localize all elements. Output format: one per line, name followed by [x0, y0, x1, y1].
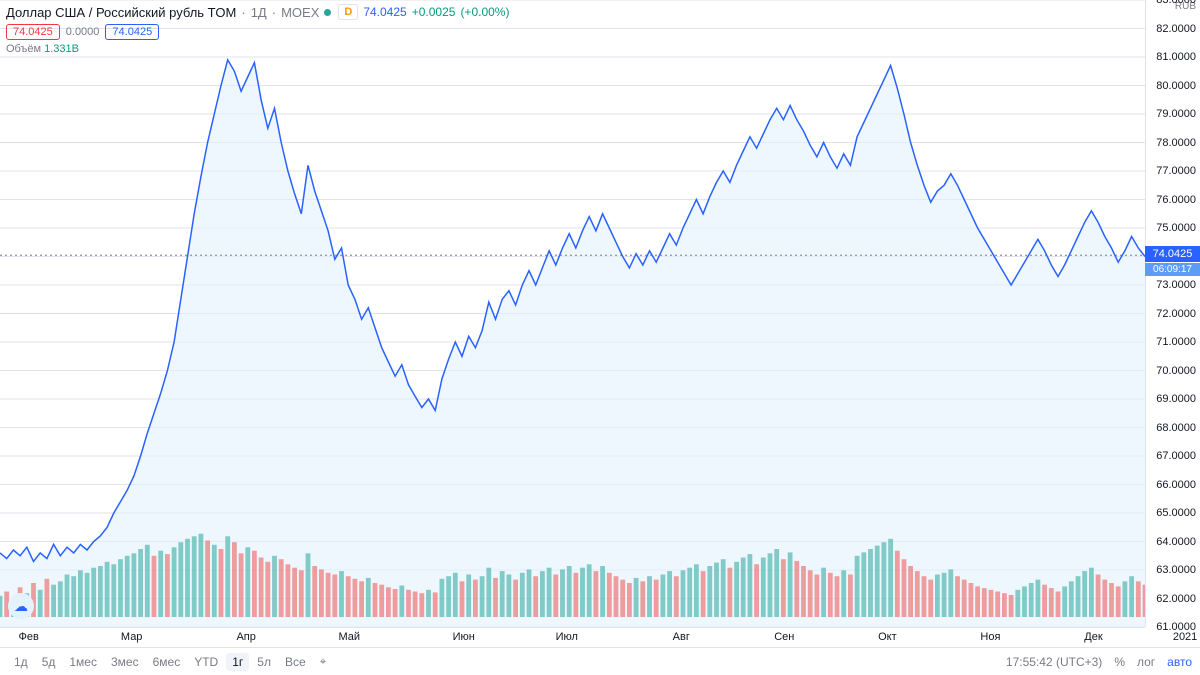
- x-tick-label: Фев: [18, 631, 38, 643]
- y-tick-label: 69.0000: [1156, 393, 1196, 405]
- countdown-badge: 06:09:17: [1145, 263, 1200, 276]
- x-tick-label: Авг: [673, 631, 690, 643]
- x-tick-label: Май: [338, 631, 360, 643]
- chart-header: Доллар США / Российский рубль TOM · 1Д ·…: [6, 4, 1145, 44]
- y-tick-label: 68.0000: [1156, 422, 1196, 434]
- x-axis[interactable]: ФевМарАпрМайИюнИюлАвгСенОктНояДек2021: [0, 627, 1145, 647]
- price-change: +0.0025: [412, 5, 456, 19]
- timeframe-btn-1г[interactable]: 1г: [226, 653, 249, 671]
- y-tick-label: 81.0000: [1156, 51, 1196, 63]
- y-tick-label: 76.0000: [1156, 194, 1196, 206]
- chart-canvas[interactable]: [0, 0, 1145, 627]
- x-tick-label: Ноя: [980, 631, 1000, 643]
- y-tick-label: 77.0000: [1156, 165, 1196, 177]
- goto-date-icon[interactable]: ⌖: [320, 654, 327, 669]
- y-tick-label: 62.0000: [1156, 593, 1196, 605]
- y-axis[interactable]: RUB 61.000062.000063.000064.000065.00006…: [1145, 0, 1200, 627]
- pct-toggle[interactable]: %: [1114, 655, 1125, 669]
- ask-box[interactable]: 74.0425: [105, 24, 159, 40]
- status-dot-icon: [324, 9, 331, 16]
- log-toggle[interactable]: лог: [1137, 655, 1155, 669]
- bid-box[interactable]: 74.0425: [6, 24, 60, 40]
- y-tick-label: 66.0000: [1156, 479, 1196, 491]
- auto-toggle[interactable]: авто: [1167, 655, 1192, 669]
- y-tick-label: 67.0000: [1156, 450, 1196, 462]
- y-tick-label: 63.0000: [1156, 564, 1196, 576]
- y-tick-label: 78.0000: [1156, 137, 1196, 149]
- footer-bar: 1д5д1мес3мес6месYTD1г5лВсе ⌖ 17:55:42 (UT…: [0, 647, 1200, 675]
- volume-label: Объём: [6, 43, 41, 55]
- interval-label: 1Д: [251, 5, 267, 20]
- clock-label: 17:55:42 (UTC+3): [1006, 655, 1102, 669]
- last-price: 74.0425: [363, 5, 406, 19]
- timeframe-btn-5д[interactable]: 5д: [36, 653, 62, 671]
- y-tick-label: 79.0000: [1156, 108, 1196, 120]
- timeframe-btn-5л[interactable]: 5л: [251, 653, 277, 671]
- y-tick-label: 82.0000: [1156, 23, 1196, 35]
- x-tick-label: Апр: [236, 631, 255, 643]
- price-change-pct: (+0.00%): [460, 5, 509, 19]
- timeframe-btn-1д[interactable]: 1д: [8, 653, 34, 671]
- x-tick-label: Июн: [453, 631, 475, 643]
- timeframe-group: 1д5д1мес3мес6месYTD1г5лВсе ⌖: [8, 653, 326, 671]
- volume-value: 1.331B: [44, 43, 79, 55]
- timeframe-btn-Все[interactable]: Все: [279, 653, 312, 671]
- y-tick-label: 71.0000: [1156, 336, 1196, 348]
- x-tick-label: Сен: [774, 631, 794, 643]
- exchange-label: MOEX: [281, 5, 319, 20]
- y-tick-label: 73.0000: [1156, 279, 1196, 291]
- y-tick-label: 64.0000: [1156, 536, 1196, 548]
- interval-badge[interactable]: D: [338, 4, 358, 20]
- y-tick-label: 72.0000: [1156, 308, 1196, 320]
- instrument-title: Доллар США / Российский рубль TOM: [6, 5, 236, 20]
- x-tick-label: Дек: [1084, 631, 1102, 643]
- timeframe-btn-1мес[interactable]: 1мес: [63, 653, 103, 671]
- x-tick-label: Июл: [556, 631, 578, 643]
- y-tick-label: 70.0000: [1156, 365, 1196, 377]
- current-price-badge: 74.0425: [1145, 246, 1200, 262]
- spread-box: 0.0000: [66, 26, 100, 38]
- watermark-icon: ☁: [8, 593, 34, 619]
- x-tick-label: Мар: [121, 631, 143, 643]
- y-tick-label: 83.0000: [1156, 0, 1196, 6]
- timeframe-btn-YTD[interactable]: YTD: [188, 653, 224, 671]
- timeframe-btn-6мес[interactable]: 6мес: [147, 653, 187, 671]
- x-tick-label: Окт: [878, 631, 897, 643]
- x-tick-label: 2021: [1173, 631, 1197, 643]
- y-tick-label: 75.0000: [1156, 222, 1196, 234]
- y-tick-label: 80.0000: [1156, 80, 1196, 92]
- y-tick-label: 65.0000: [1156, 507, 1196, 519]
- timeframe-btn-3мес[interactable]: 3мес: [105, 653, 145, 671]
